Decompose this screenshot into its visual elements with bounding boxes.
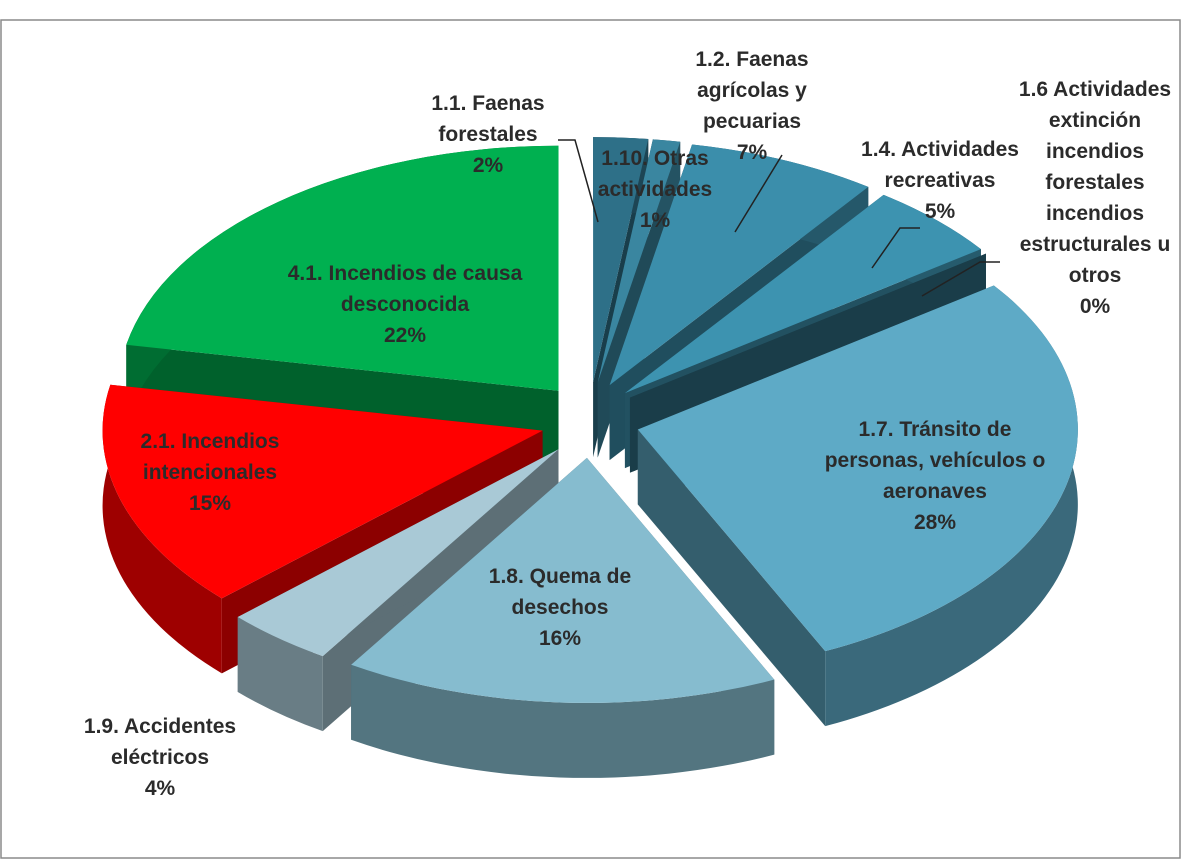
data-label: 1.4. Actividades recreativas 5% <box>845 134 1035 227</box>
slice-wall <box>237 616 323 732</box>
label-name: 1.7. Tránsito de personas, vehículos o a… <box>824 418 1046 503</box>
label-name: 1.6 Actividades extinción incendios fore… <box>1018 78 1172 287</box>
label-name: 4.1. Incendios de causa desconocida <box>287 262 523 316</box>
slice <box>593 137 649 383</box>
label-value: 22% <box>383 324 427 347</box>
data-label: 4.1. Incendios de causa desconocida 22% <box>285 258 525 351</box>
leader-line <box>921 261 1000 297</box>
slice-side <box>637 429 826 727</box>
label-name: 1.1. Faenas forestales <box>431 92 545 146</box>
label-value: 4% <box>144 777 176 800</box>
data-label: 1.1. Faenas forestales 2% <box>408 88 568 181</box>
leader-lines <box>558 139 1000 297</box>
leader-line <box>558 139 599 223</box>
label-value: 7% <box>736 141 768 164</box>
label-value: 16% <box>538 627 582 650</box>
label-value: 2% <box>472 154 504 177</box>
data-label: 1.7. Tránsito de personas, vehículos o a… <box>820 414 1050 538</box>
slice-wall <box>351 664 775 778</box>
slice <box>609 144 869 386</box>
slice <box>637 285 1078 652</box>
label-name: 1.4. Actividades recreativas <box>861 138 1019 192</box>
label-name: 2.1. Incendios intencionales <box>140 430 280 484</box>
slice <box>597 139 681 383</box>
label-value: 0% <box>1079 295 1111 318</box>
label-name: 1.8. Quema de desechos <box>488 565 632 619</box>
slice <box>351 457 775 703</box>
leader-line <box>871 227 920 269</box>
slice <box>126 145 559 391</box>
label-value: 15% <box>188 492 232 515</box>
pie <box>102 137 1078 778</box>
label-value: 1% <box>639 209 671 232</box>
slice <box>237 449 559 657</box>
data-label: 1.8. Quema de desechos 16% <box>455 561 665 654</box>
slice <box>102 384 543 599</box>
data-label: 1.6 Actividades extinción incendios fore… <box>1010 74 1180 322</box>
data-label: 1.9. Accidentes eléctricos 4% <box>55 711 265 804</box>
chart-frame <box>0 19 1181 859</box>
label-name: 1.2. Faenas agrícolas y pecuarias <box>695 48 809 133</box>
data-label: 2.1. Incendios intencionales 15% <box>120 426 300 519</box>
label-value: 28% <box>913 511 957 534</box>
label-name: 1.9. Accidentes eléctricos <box>83 715 237 769</box>
slice <box>624 194 981 394</box>
leader-line <box>734 154 783 233</box>
label-name: 1.10. Otras actividades <box>597 147 713 201</box>
data-label: 1.10. Otras actividades 1% <box>580 143 730 236</box>
data-label: 1.2. Faenas agrícolas y pecuarias 7% <box>677 44 827 168</box>
label-value: 5% <box>924 200 956 223</box>
slice-wall <box>102 384 222 674</box>
slice-wall <box>825 285 1078 727</box>
